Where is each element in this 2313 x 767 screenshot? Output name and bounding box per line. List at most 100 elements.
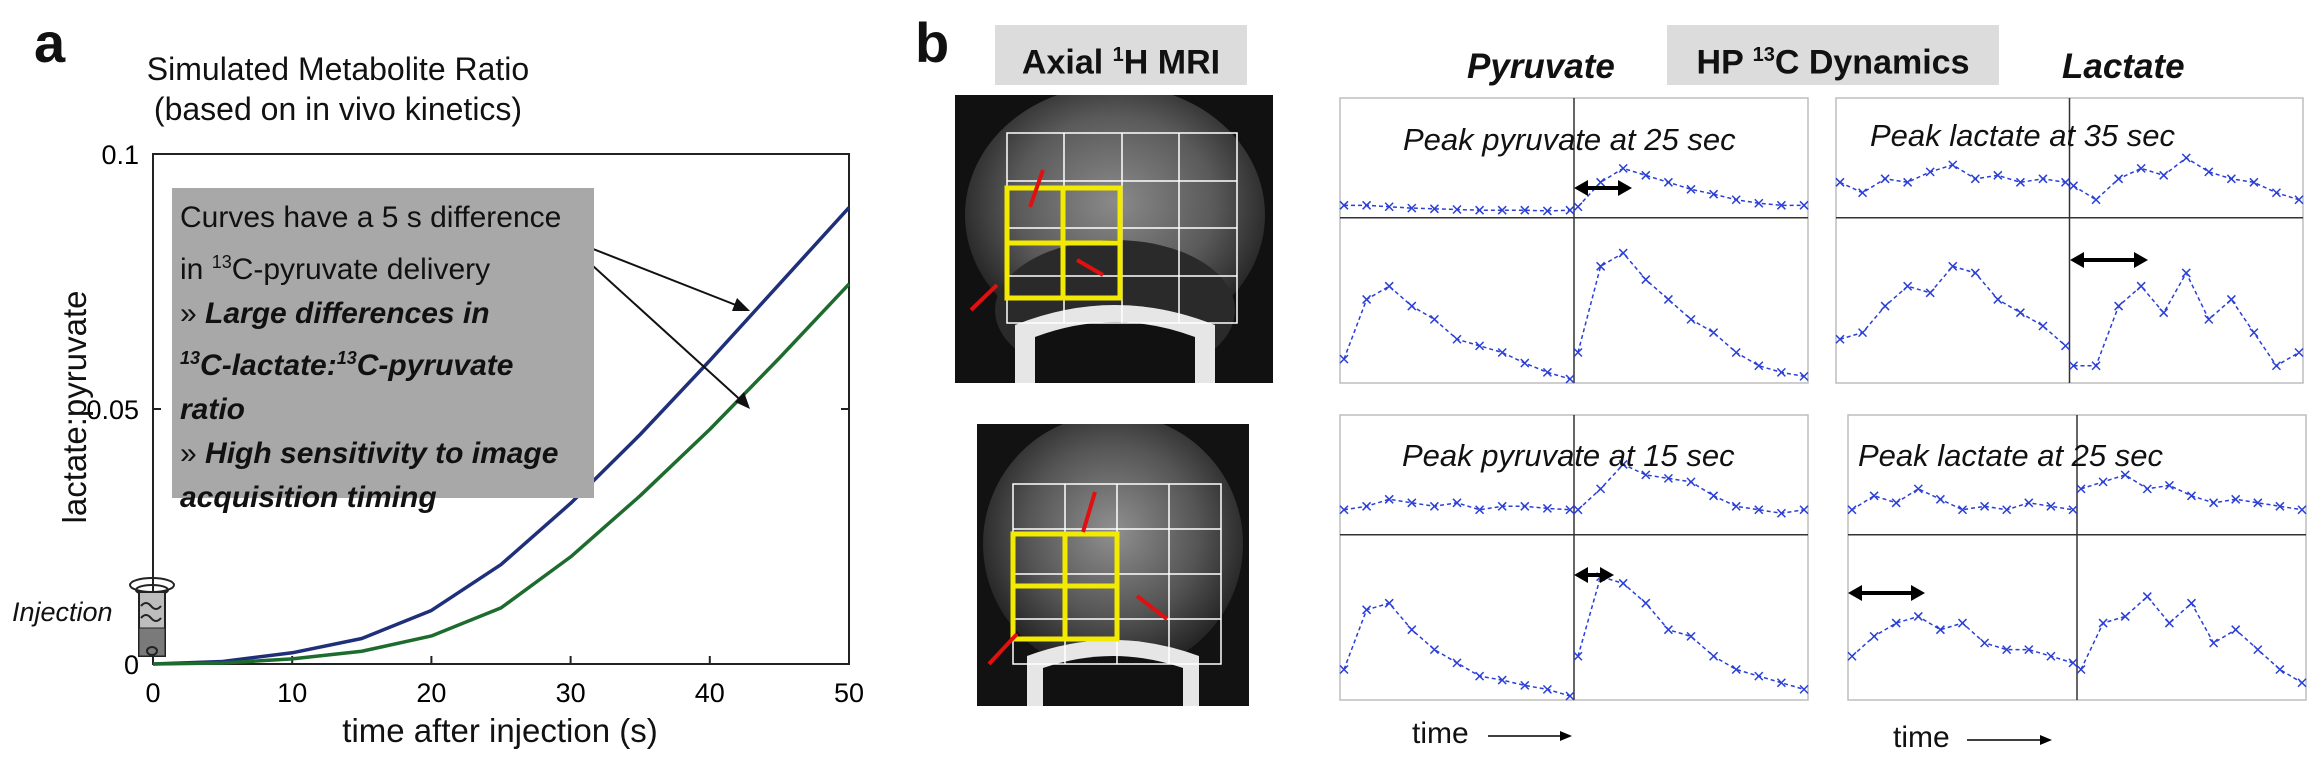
curve-point-marker: [2181, 268, 2191, 278]
panel-a-label: a: [34, 11, 66, 74]
curve-point-marker: [1497, 675, 1507, 685]
note-bullet-1-cont: 13C-lactate:13C-pyruvate: [180, 348, 514, 382]
curve-point-marker: [2142, 592, 2152, 602]
delay-double-arrow: [1848, 585, 1925, 601]
curve-point-marker: [1776, 200, 1786, 210]
curve-point-marker: [1542, 684, 1552, 694]
curve-point-marker: [1596, 261, 1606, 271]
curve-point-marker: [1686, 631, 1696, 641]
y-tick-label: 0.1: [101, 140, 139, 170]
curve-point-marker: [2297, 505, 2307, 515]
curve-point-marker: [2120, 611, 2130, 621]
curve-point-marker: [2068, 505, 2078, 515]
x-tick-label: 30: [556, 678, 586, 708]
y-tick-label: 0.05: [86, 395, 139, 425]
curve-point-marker: [1957, 505, 1968, 515]
curve-point-marker: [1641, 598, 1651, 608]
curve-point-marker: [1542, 206, 1552, 216]
curve-point-marker: [1925, 167, 1935, 177]
curve-point-marker: [1362, 501, 1372, 511]
curve-point-marker: [1407, 625, 1417, 635]
curve-point-marker: [1641, 275, 1651, 285]
dyn-top-lactate: [1835, 97, 2304, 384]
curve-point-marker: [2060, 177, 2071, 187]
curve-point-marker: [2114, 174, 2124, 184]
metabolite-ratio-chart: 0 10 20 30 40 50 0 0.05 0.1: [86, 140, 864, 708]
curve-point-marker: [1686, 184, 1696, 194]
peak-label-top-pyruvate: Peak pyruvate at 25 sec: [1403, 122, 1736, 157]
curve-point-marker: [1565, 205, 1575, 215]
curve-point-marker: [2038, 174, 2048, 184]
curve-point-marker: [1980, 501, 1990, 511]
curve-point-marker: [1384, 281, 1394, 291]
note-bullet-2: » High sensitivity to image: [180, 437, 559, 470]
dynamic-curve: [1577, 575, 1805, 691]
chart-title: Simulated Metabolite Ratio: [146, 51, 530, 87]
curve-point-marker: [2015, 177, 2025, 187]
curve-point-marker: [1891, 498, 1901, 508]
note-bullet-1-end: ratio: [180, 393, 246, 426]
curve-point-marker: [1754, 361, 1764, 371]
note-bullet-2-cont: acquisition timing: [180, 481, 437, 514]
curve-point-marker: [1475, 341, 1485, 351]
panel-b-label: b: [915, 11, 950, 74]
curve-point-marker: [1903, 177, 1913, 187]
curve-point-marker: [1407, 203, 1417, 213]
curve-point-marker: [2181, 153, 2191, 163]
peak-label-bottom-pyruvate: Peak pyruvate at 15 sec: [1402, 438, 1735, 473]
curve-point-marker: [2091, 195, 2101, 205]
curve-point-marker: [2249, 177, 2259, 187]
curve-point-marker: [1709, 189, 1719, 199]
curve-point-marker: [1573, 651, 1583, 661]
x-tick-label: 50: [834, 678, 864, 708]
peak-label-top-lactate: Peak lactate at 35 sec: [1870, 118, 2176, 153]
curve-point-marker: [1913, 484, 1923, 494]
curve-point-marker: [1880, 301, 1890, 311]
curve-point-marker: [1520, 358, 1530, 368]
curve-point-marker: [1731, 501, 1741, 511]
curve-point-marker: [1641, 470, 1651, 480]
curve-point-marker: [2068, 658, 2078, 668]
time-arrow: [1967, 735, 2052, 745]
curve-point-marker: [1663, 473, 1673, 483]
curve-point-marker: [1663, 625, 1673, 635]
curve-point-marker: [1339, 664, 1349, 675]
curve-point-marker: [1686, 314, 1696, 324]
curve-point-marker: [2159, 170, 2169, 180]
curve-point-marker: [1429, 501, 1439, 511]
curve-point-marker: [1776, 678, 1786, 688]
annotation-box: Curves have a 5 s difference in 13C-pyru…: [172, 188, 594, 514]
time-axis-label-right: time: [1893, 721, 1950, 754]
curve-point-marker: [1618, 163, 1628, 173]
dynamics-header-box: HP 13C Dynamics: [1667, 25, 1999, 85]
dynamic-curve: [1851, 487, 2074, 511]
curve-point-marker: [1573, 202, 1583, 212]
curve-point-marker: [1475, 671, 1485, 681]
curve-point-marker: [1618, 459, 1628, 469]
y-tick-label: 0: [124, 650, 139, 680]
delay-double-arrow: [1574, 567, 1614, 583]
curve-point-marker: [1835, 177, 1845, 187]
curve-point-marker: [1573, 347, 1583, 358]
curve-point-marker: [1641, 170, 1651, 180]
curve-point-marker: [1709, 651, 1719, 661]
curve-point-marker: [2186, 598, 2197, 608]
curve-point-marker: [2120, 470, 2130, 480]
curve-point-marker: [2046, 651, 2056, 661]
curve-point-marker: [1384, 598, 1394, 608]
curve-point-marker: [1847, 651, 1857, 661]
curve-point-marker: [2159, 308, 2169, 318]
curve-point-marker: [1452, 498, 1462, 508]
curve-point-marker: [2226, 294, 2236, 304]
curve-point-marker: [2136, 163, 2146, 173]
curve-point-marker: [1731, 195, 1741, 205]
curve-point-marker: [2002, 645, 2012, 655]
curve-point-marker: [2136, 281, 2146, 291]
chart-subtitle: (based on in vivo kinetics): [153, 91, 523, 127]
dynamic-curve: [1839, 265, 2066, 347]
curve-point-marker: [1520, 680, 1530, 690]
curve-point-marker: [1542, 367, 1552, 377]
curve-point-marker: [1776, 367, 1786, 377]
curve-point-marker: [1754, 671, 1764, 681]
curve-point-marker: [1948, 261, 1958, 271]
